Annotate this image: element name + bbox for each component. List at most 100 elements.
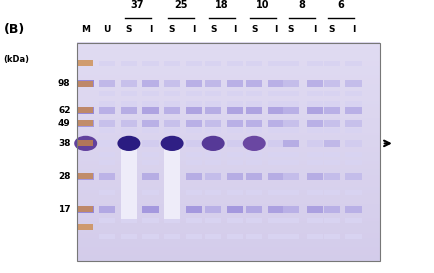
Bar (142, 128, 158, 133)
Text: 17: 17 (58, 205, 70, 214)
Ellipse shape (74, 136, 97, 151)
Bar (306, 128, 322, 133)
Bar (267, 160, 283, 165)
Bar (142, 61, 158, 66)
Bar (120, 80, 137, 87)
Bar (185, 140, 201, 147)
Text: S: S (125, 25, 132, 34)
Text: I: I (351, 25, 355, 34)
Text: 18: 18 (214, 0, 228, 10)
Bar (77, 80, 94, 87)
Bar (120, 233, 137, 239)
Bar (120, 159, 137, 165)
Bar (120, 120, 137, 127)
Bar (267, 91, 283, 96)
Bar (142, 80, 158, 87)
Bar (267, 120, 283, 127)
Bar (164, 165, 180, 171)
Bar (226, 80, 243, 87)
Bar (226, 140, 243, 147)
Bar (246, 218, 262, 223)
Bar (164, 80, 180, 87)
Bar (142, 173, 158, 180)
Bar (246, 233, 262, 239)
Bar (282, 128, 299, 133)
Bar (226, 190, 243, 195)
Bar (282, 152, 299, 157)
Bar (120, 128, 137, 133)
Bar (306, 190, 322, 195)
Bar (246, 91, 262, 96)
Bar (282, 80, 299, 87)
Bar (345, 233, 361, 239)
Bar (204, 190, 221, 195)
Bar (306, 206, 322, 213)
Text: 49: 49 (58, 118, 70, 127)
Bar (246, 152, 262, 157)
Bar (120, 213, 137, 219)
Bar (282, 107, 299, 114)
Bar (323, 190, 339, 195)
Text: 10: 10 (256, 0, 269, 10)
Bar (204, 160, 221, 165)
Bar (226, 173, 243, 180)
Bar (204, 233, 221, 239)
Bar (120, 61, 137, 66)
Bar (164, 147, 180, 153)
Bar (246, 206, 262, 213)
Bar (345, 107, 361, 114)
Bar (226, 233, 243, 239)
Bar (323, 128, 339, 133)
Bar (164, 107, 180, 114)
Bar (142, 160, 158, 165)
Bar (78, 107, 93, 113)
Bar (142, 190, 158, 195)
Ellipse shape (242, 136, 265, 151)
Bar (282, 160, 299, 165)
Bar (120, 91, 137, 96)
Bar (267, 61, 283, 66)
Bar (204, 206, 221, 213)
Bar (204, 152, 221, 157)
Bar (345, 206, 361, 213)
Bar (120, 102, 137, 106)
Bar (99, 233, 115, 239)
Bar (306, 218, 322, 223)
Bar (246, 160, 262, 165)
Bar (99, 102, 115, 106)
Text: S: S (168, 25, 175, 34)
Ellipse shape (160, 136, 183, 151)
Bar (78, 224, 93, 230)
Bar (323, 218, 339, 223)
Text: (kDa): (kDa) (3, 55, 30, 64)
Bar (226, 102, 243, 106)
Bar (120, 177, 137, 183)
Text: S: S (210, 25, 216, 34)
Bar (282, 218, 299, 223)
Bar (204, 102, 221, 106)
Bar (164, 128, 180, 133)
Bar (142, 107, 158, 114)
Bar (78, 173, 93, 179)
Bar (164, 173, 180, 180)
Bar (226, 120, 243, 127)
Bar (267, 190, 283, 195)
Bar (185, 128, 201, 133)
Text: 62: 62 (58, 106, 70, 115)
Bar (267, 102, 283, 106)
Bar (246, 102, 262, 106)
Bar (99, 80, 115, 87)
Bar (226, 61, 243, 66)
Bar (99, 91, 115, 96)
Bar (142, 152, 158, 157)
Bar (267, 80, 283, 87)
Bar (204, 173, 221, 180)
Bar (164, 207, 180, 213)
Bar (306, 102, 322, 106)
Bar (185, 206, 201, 213)
Bar (282, 173, 299, 180)
Bar (267, 128, 283, 133)
Bar (204, 61, 221, 66)
Bar (323, 80, 339, 87)
Bar (323, 173, 339, 180)
